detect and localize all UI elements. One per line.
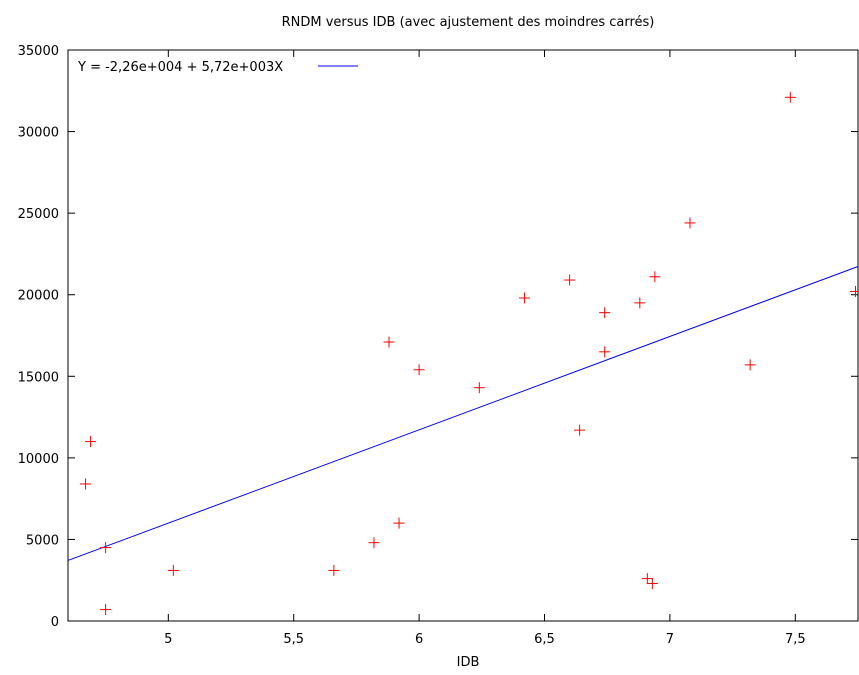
data-point (784, 91, 796, 103)
y-tick-label: 25000 (18, 207, 59, 222)
y-tick-label: 10000 (18, 452, 59, 467)
y-tick-label: 15000 (18, 370, 59, 385)
legend: Y = -2,26e+004 + 5,72e+003X (77, 60, 358, 75)
x-axis-label: IDB (457, 655, 480, 670)
x-tick-label: 7 (666, 632, 674, 647)
y-tick-label: 30000 (18, 126, 59, 141)
data-point (413, 364, 425, 376)
data-point (393, 517, 405, 529)
data-point (80, 478, 92, 490)
y-tick-label: 20000 (18, 289, 59, 304)
data-point (167, 564, 179, 576)
data-point (599, 307, 611, 319)
data-point (649, 271, 661, 283)
fit-line (67, 266, 859, 561)
data-point (383, 336, 395, 348)
x-tick-label: 6 (415, 632, 423, 647)
chart-title: RNDM versus IDB (avec ajustement des moi… (282, 15, 655, 30)
data-point (744, 359, 756, 371)
data-point (473, 382, 485, 394)
x-tick-label: 7,5 (785, 632, 806, 647)
y-tick-label: 0 (51, 615, 59, 630)
y-tick-label: 5000 (26, 533, 59, 548)
x-tick-label: 5 (164, 632, 172, 647)
data-point (100, 542, 112, 554)
data-point (368, 537, 380, 549)
plot-area (67, 49, 859, 622)
data-point (634, 297, 646, 309)
data-point (100, 604, 112, 616)
x-axis-ticks: 5 5,5 6 6,5 7 7,5 (164, 50, 806, 647)
data-point (849, 285, 859, 297)
data-point (85, 436, 97, 448)
data-point (646, 577, 658, 589)
data-points (80, 91, 859, 616)
data-point (564, 274, 576, 286)
data-point (328, 564, 340, 576)
data-point (641, 573, 653, 585)
legend-label-fit-line: Y = -2,26e+004 + 5,72e+003X (77, 60, 283, 75)
data-point (684, 217, 696, 229)
x-tick-label: 6,5 (534, 632, 555, 647)
data-point (599, 346, 611, 358)
plot-frame (67, 49, 859, 622)
data-point (574, 424, 586, 436)
x-tick-label: 5,5 (283, 632, 304, 647)
y-tick-label: 35000 (18, 44, 59, 59)
y-axis-ticks: 0 5000 10000 15000 20000 25000 30000 35000 (18, 44, 858, 630)
data-point (518, 292, 530, 304)
